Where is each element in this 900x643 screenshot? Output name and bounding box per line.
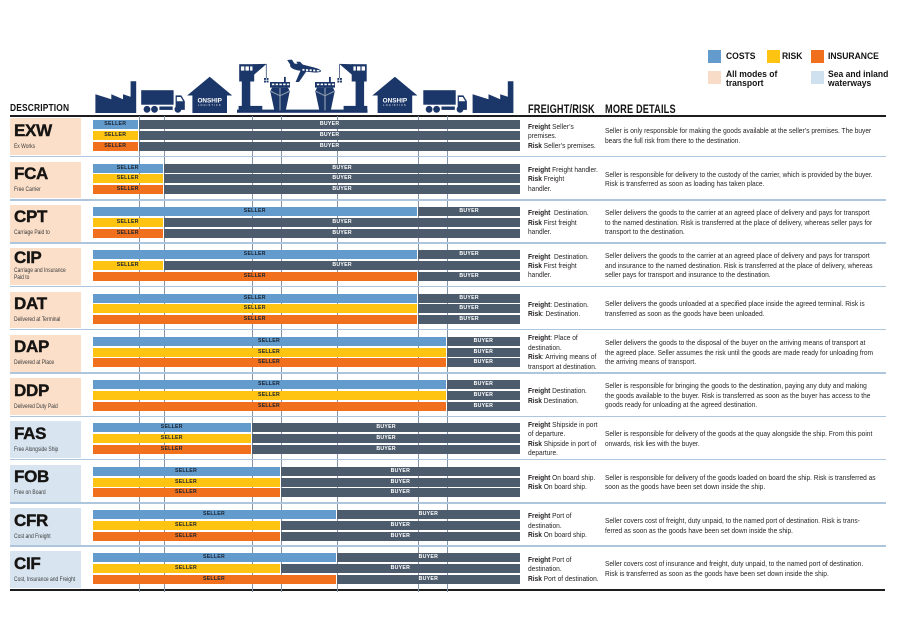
- svg-text:ONSHIP: ONSHIP: [383, 98, 408, 105]
- svg-text:LOGISTICS: LOGISTICS: [198, 104, 222, 107]
- svg-text:LOGISTICS: LOGISTICS: [383, 104, 407, 107]
- svg-text:ONSHIP: ONSHIP: [197, 98, 222, 105]
